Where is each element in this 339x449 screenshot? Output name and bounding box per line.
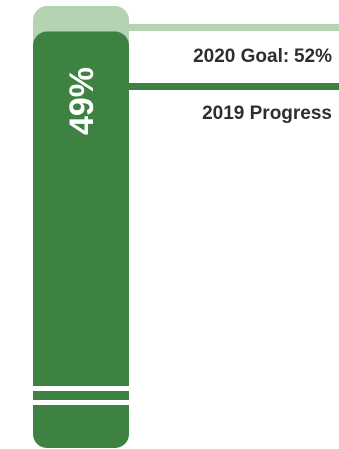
progress-label: 2019 Progress	[202, 103, 332, 124]
axis-break-stripe-upper	[33, 386, 129, 391]
goal-label: 2020 Goal: 52%	[193, 45, 332, 69]
progress-leader-line	[125, 83, 339, 90]
goal-label-value: 52%	[293, 46, 332, 67]
axis-break-stripe-lower	[33, 400, 129, 405]
goal-label-name: 2020 Goal:	[193, 46, 290, 67]
progress-bar	[33, 31, 129, 448]
goal-leader-line	[125, 24, 339, 31]
progress-value-label: 49%	[63, 67, 101, 135]
chart-marks: 49%	[33, 6, 339, 448]
